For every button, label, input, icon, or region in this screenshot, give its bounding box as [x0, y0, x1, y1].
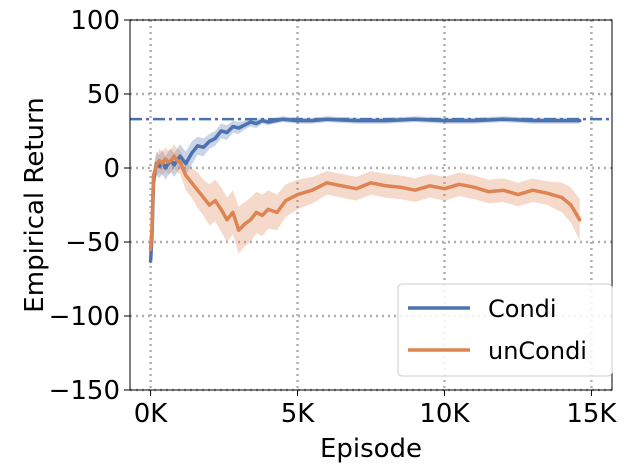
- legend: Condi unCondi: [397, 283, 613, 377]
- y-tick-label: 100: [70, 6, 120, 36]
- y-tick-label: 0: [103, 154, 120, 184]
- series-line-condi: [148, 117, 582, 263]
- y-tick-label: −100: [49, 302, 120, 332]
- legend-label-condi: Condi: [488, 295, 557, 323]
- x-tick-label: 0K: [134, 399, 169, 429]
- series-lines: [148, 117, 582, 263]
- x-tick-label: 15K: [566, 399, 617, 429]
- band-uncondi: [150, 144, 580, 256]
- y-axis-ticks: −150 −100 −50 0 50 100: [49, 6, 130, 406]
- x-axis-ticks: 0K 5K 10K 15K: [134, 390, 617, 429]
- x-axis-label: Episode: [320, 434, 422, 464]
- y-tick-label: −50: [65, 228, 120, 258]
- y-axis-label: Empirical Return: [20, 97, 50, 312]
- legend-label-uncondi: unCondi: [488, 337, 587, 365]
- y-tick-label: 50: [87, 80, 120, 110]
- y-tick-label: −150: [49, 376, 120, 406]
- x-tick-label: 5K: [281, 399, 316, 429]
- plot-area-frame: [129, 19, 613, 391]
- confidence-bands: [150, 116, 580, 268]
- x-tick-label: 10K: [419, 399, 470, 429]
- series-line-uncondi: [148, 154, 582, 252]
